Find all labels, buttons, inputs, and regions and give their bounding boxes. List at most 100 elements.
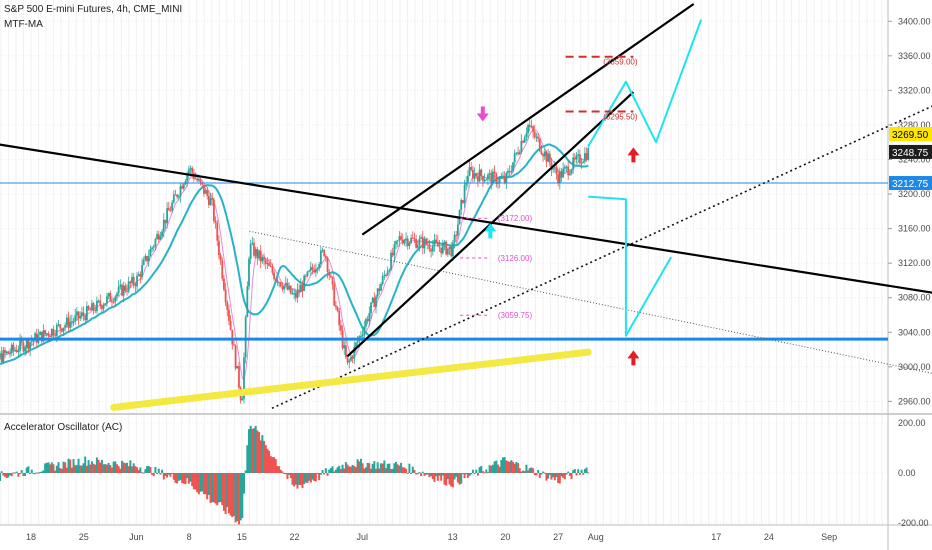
candle-body [421,237,424,249]
oscillator-bar [159,473,162,475]
drawings[interactable] [0,3,932,411]
oscillator-bar [85,465,88,473]
oscillator-bar [507,461,510,473]
y-tick-label: 3000.00 [898,362,931,372]
candle-body [446,248,449,255]
candle-body [179,186,182,197]
oscillator-bar [333,471,336,473]
oscillator-bar [388,463,391,473]
oscillator-bar [199,473,202,492]
candle-body [151,247,153,250]
candle-body [64,324,67,328]
candle-body [530,126,533,128]
oscillator-bar [227,473,230,514]
candle-body [328,271,331,276]
candle-body [385,275,387,277]
candle-body [211,198,214,200]
oscillator-bar [537,470,540,473]
candle-body [418,238,421,245]
oscillator-bar [578,473,581,475]
osc-y-tick-label: 0.00 [898,468,916,478]
candle-body [440,247,443,254]
candle-body [102,305,105,309]
oscillator-bar [296,473,299,489]
candle-body [482,176,484,182]
x-tick-label: 27 [553,532,563,542]
candle-body [560,171,563,178]
candle-body [202,184,205,194]
candle-body [162,219,165,232]
price-badge-label: 3248.75 [892,148,929,159]
candle-body [371,297,374,303]
candle-body [381,276,384,285]
oscillator-bar [2,473,5,476]
candle-body [161,231,164,237]
oscillator-bar [313,473,316,481]
candle-body [518,152,521,155]
candle-body [219,255,222,261]
oscillator-bar [318,473,321,481]
oscillator-bar [182,473,185,484]
oscillator-bar [430,473,433,477]
oscillator-bar [94,464,97,473]
candle-body [535,136,538,138]
oscillator-bar [99,462,102,473]
oscillator-bar [10,473,13,477]
candle-body [441,244,444,254]
candle-body [426,244,429,246]
oscillator-bar [390,469,393,473]
candle-body [408,243,411,246]
candle-body [278,282,280,284]
oscillator-bar [406,472,409,474]
candle-body [283,285,285,290]
oscillator-bar [321,470,324,473]
candle-body [106,296,108,304]
candle-body [218,240,220,256]
oscillator-bar [463,473,466,479]
candle-body [578,154,581,164]
oscillator-bar [503,457,506,473]
candle-body [20,340,23,343]
candle-body [149,249,152,257]
candle-body [40,331,43,342]
candle-body [537,136,539,139]
oscillator-bar [354,467,357,473]
candle-body [334,305,337,308]
candle-body [456,224,459,236]
y-tick-label: 3320.00 [898,85,931,95]
oscillator-bar [548,473,551,475]
x-tick-label: 25 [79,532,89,542]
oscillator-bar [328,469,331,473]
candle-body [244,317,247,358]
oscillator-bar [231,473,234,518]
candle-body [433,239,436,246]
candle-body [345,345,347,358]
oscillator-bar [92,463,95,473]
candle-body [580,162,583,164]
oscillator-bar [254,425,257,473]
candle-body [254,249,257,256]
candle-body [19,340,21,351]
oscillator-bar [107,462,110,473]
candle-body [455,234,458,236]
oscillator-bar [12,472,15,474]
oscillator-bar [413,469,416,473]
oscillator-bar [40,471,43,473]
oscillator-bar [0,473,2,482]
oscillator-bar [177,473,180,481]
price-pane[interactable] [0,0,888,413]
oscillator-bar [495,460,498,473]
oscillator-bar [306,473,309,484]
oscillator-bar [513,463,516,473]
candle-body [136,275,138,287]
candle-body [318,264,321,269]
candle-body [393,244,396,256]
oscillator-bar [114,461,117,473]
candle-body [428,245,431,250]
candle-body [355,342,357,347]
oscillator-bar [62,461,65,473]
candle-body [154,238,157,247]
oscillator-bar [34,473,37,475]
oscillator-bar [368,463,371,473]
